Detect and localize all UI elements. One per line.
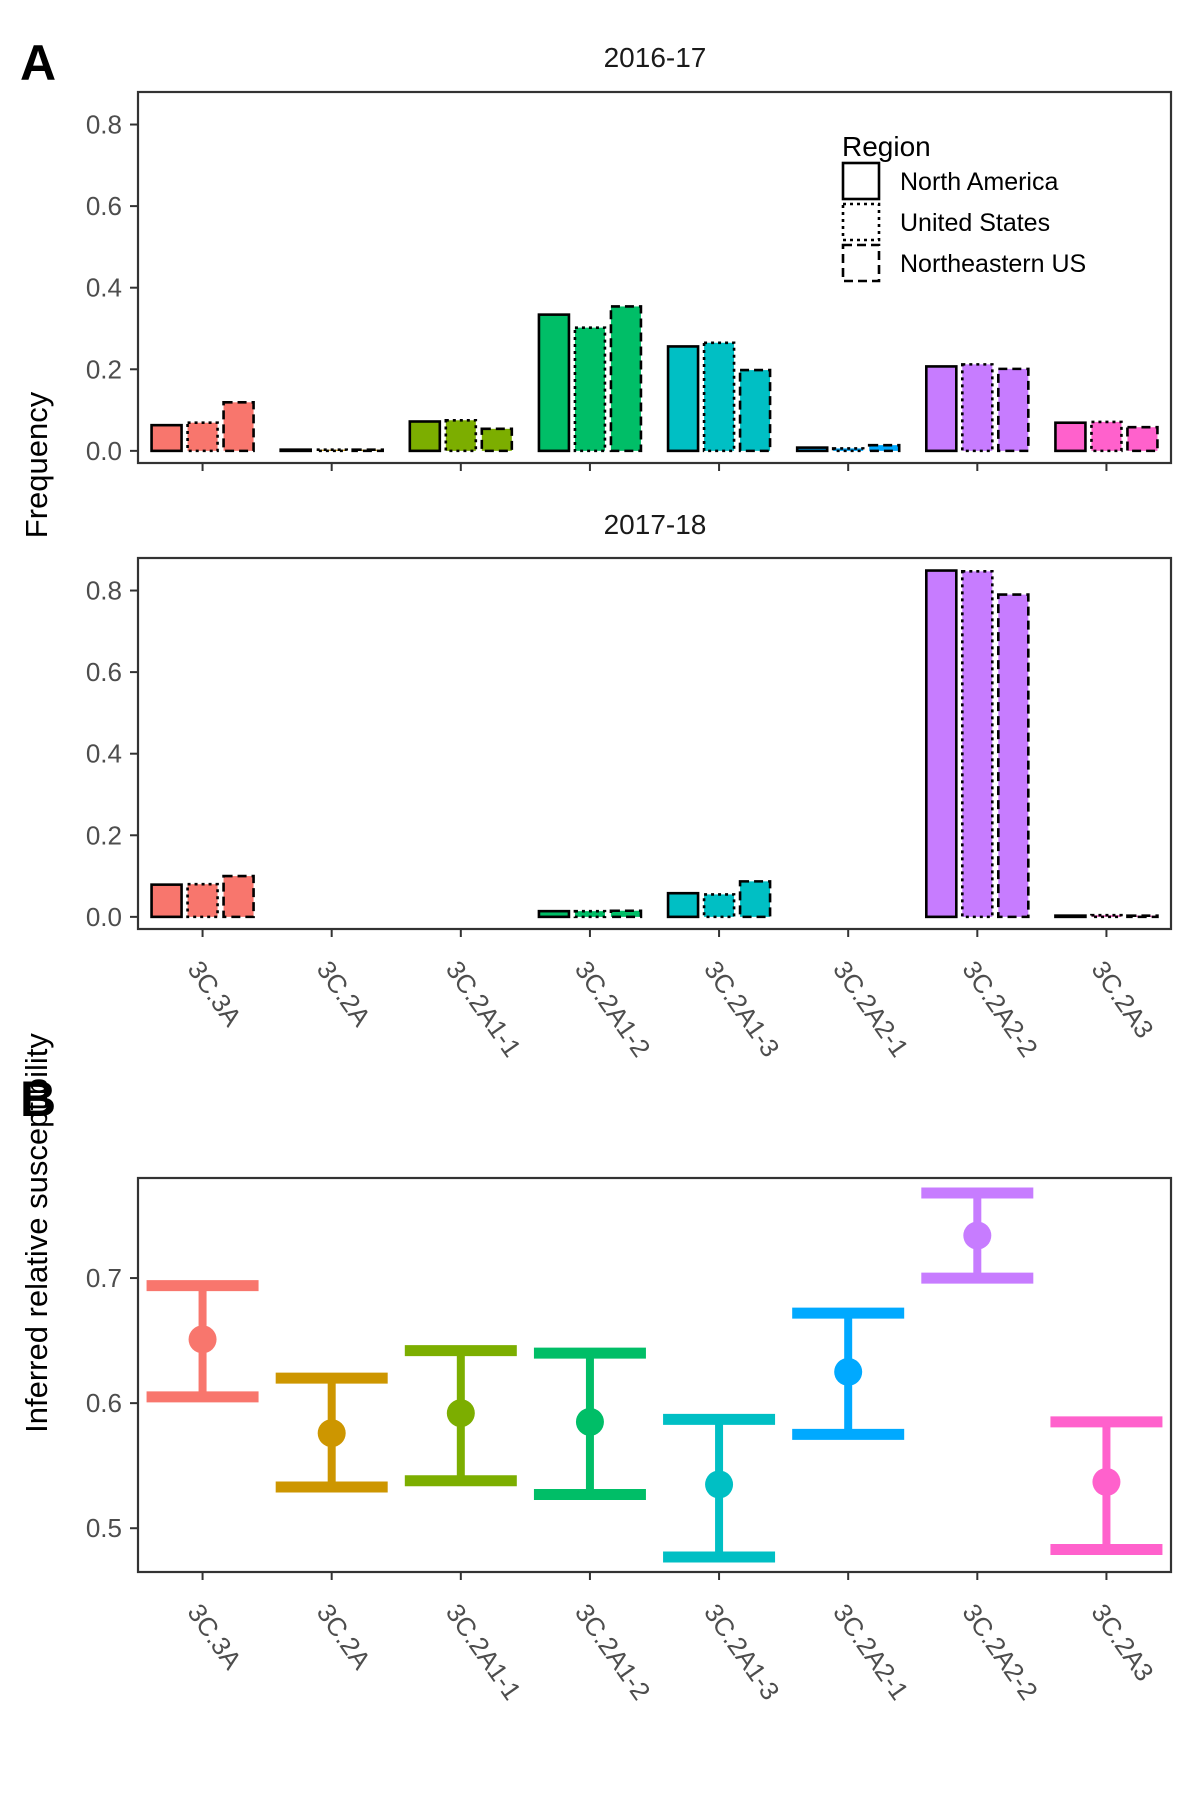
bar-3c-2a2-2-north-america <box>925 365 958 453</box>
legend-key-north-america <box>841 161 881 201</box>
susceptibility-panel-y-tick-label: 0.6 <box>86 1388 122 1418</box>
bar-3c-3a-northeastern-us <box>222 401 255 453</box>
bar-3c-2a1-1-united-states <box>444 418 478 453</box>
legend-title: Region <box>842 131 931 162</box>
legend-label-north-america: North America <box>900 168 1058 196</box>
bar-panel-2017-18-y-tick-label: 0.0 <box>86 902 122 932</box>
bar-panel-2017-18-y-tick-label: 0.4 <box>86 739 122 769</box>
point-3c-2a2-1 <box>834 1357 863 1386</box>
panel-2016-17-title: 2016-17 <box>604 42 707 73</box>
bar-3c-2a2-1-north-america <box>795 446 829 453</box>
bar-3c-2a2-1-northeastern-us <box>867 443 901 453</box>
susceptibility-panel-y-tick-label: 0.7 <box>86 1263 122 1293</box>
susceptibility-panel-x-tick-label-3c-2a1-1: 3C.2A1-1 <box>440 1598 528 1705</box>
bar-panel-2017-18: 0.0 0.2 0.4 0.6 0.8 3C.3A 3C.2A 3C.2A1-1 3C.2A1-… <box>86 556 1173 1062</box>
legend-key-northeastern-us <box>841 243 881 283</box>
susceptibility-panel-x-tick-label-3c-2a3: 3C.2A3 <box>1086 1598 1160 1686</box>
panel-b-y-axis-title: Inferred relative susceptibility <box>19 1033 54 1433</box>
bar-3c-2a2-2-northeastern-us <box>997 593 1030 919</box>
susceptibility-panel-x-tick-label-3c-2a: 3C.2A <box>311 1598 377 1675</box>
bar-3c-2a3-united-states <box>1090 913 1123 919</box>
bar-panel-2016-17-y-tick-label: 0.0 <box>86 436 122 466</box>
bar-3c-2a3-united-states <box>1090 420 1123 453</box>
bar-3c-3a-united-states <box>186 882 219 919</box>
point-3c-2a1-3 <box>705 1470 734 1499</box>
bar-3c-2a1-1-north-america <box>408 420 442 453</box>
bar-3c-2a1-3-northeastern-us <box>738 368 772 453</box>
bar-3c-2a2-2-united-states <box>961 570 994 919</box>
point-3c-2a3 <box>1092 1467 1121 1496</box>
susceptibility-panel-x-tick-label-3c-2a2-2: 3C.2A2-2 <box>956 1598 1044 1705</box>
bar-panel-2017-18-x-tick-label-3c-3a: 3C.3A <box>182 955 248 1032</box>
bar-3c-3a-north-america <box>150 423 183 453</box>
susceptibility-panel-x-tick-label-3c-2a1-2: 3C.2A1-2 <box>569 1598 657 1705</box>
bar-3c-2a-northeastern-us <box>351 448 384 453</box>
point-3c-2a <box>317 1419 346 1448</box>
bar-panel-2017-18-y-tick-label: 0.2 <box>86 820 122 850</box>
panel-label-a: A <box>20 35 56 91</box>
bar-3c-3a-northeastern-us <box>222 874 255 919</box>
bar-panel-2017-18-frame <box>136 556 1173 931</box>
bar-panel-2017-18-x-tick-label-3c-2a2-1: 3C.2A2-1 <box>827 955 915 1062</box>
bar-panel-2016-17: 0.0 0.2 0.4 0.6 0.8 <box>86 90 1173 471</box>
panel-label-b: B <box>20 1071 56 1127</box>
bar-3c-2a3-north-america <box>1054 914 1087 919</box>
bar-3c-2a1-2-united-states <box>573 326 607 453</box>
legend-label-united-states: United States <box>900 209 1050 237</box>
bar-3c-2a1-3-northeastern-us <box>738 880 772 919</box>
bar-3c-3a-united-states <box>186 421 219 453</box>
bar-3c-2a2-2-northeastern-us <box>997 367 1030 453</box>
bar-3c-2a1-3-north-america <box>666 891 700 919</box>
point-3c-2a2-2 <box>963 1221 992 1250</box>
bar-3c-2a2-2-north-america <box>925 569 958 919</box>
legend-key-united-states <box>841 202 881 242</box>
bar-3c-2a1-2-northeastern-us <box>609 909 643 919</box>
bar-panel-2017-18-x-tick-label-3c-2a: 3C.2A <box>311 955 377 1032</box>
region-legend: Region North America United States Northea… <box>841 131 1086 283</box>
point-3c-2a1-2 <box>575 1407 604 1436</box>
susceptibility-panel-x-tick-label-3c-3a: 3C.3A <box>182 1598 248 1675</box>
susceptibility-panel: 0.5 0.6 0.7 3C.3A 3C.2A 3C.2A1-1 3C.2A1-2 3C.2A… <box>86 1176 1173 1705</box>
bar-3c-2a2-1-united-states <box>831 447 865 453</box>
bar-panel-2017-18-y-tick-label: 0.6 <box>86 657 122 687</box>
bar-3c-2a1-2-north-america <box>537 313 571 453</box>
bar-3c-2a2-2-united-states <box>961 363 994 453</box>
panel-2017-18-title: 2017-18 <box>604 509 707 540</box>
point-3c-2a1-1 <box>446 1399 475 1428</box>
legend-label-northeastern-us: Northeastern US <box>900 250 1086 278</box>
bar-3c-2a3-northeastern-us <box>1126 914 1159 919</box>
bar-panel-2017-18-y-tick-label: 0.8 <box>86 576 122 606</box>
bar-panel-2016-17-y-tick-label: 0.2 <box>86 354 122 384</box>
bar-3c-2a3-north-america <box>1054 421 1087 453</box>
bar-panel-2016-17-y-tick-label: 0.4 <box>86 273 122 303</box>
bar-panel-2017-18-x-tick-label-3c-2a1-3: 3C.2A1-3 <box>698 955 786 1062</box>
bar-panel-2017-18-x-tick-label-3c-2a2-2: 3C.2A2-2 <box>956 955 1044 1062</box>
bar-panel-2017-18-x-tick-label-3c-2a3: 3C.2A3 <box>1086 955 1160 1043</box>
point-3c-3a <box>188 1325 217 1354</box>
bar-panel-2016-17-frame <box>136 90 1173 465</box>
susceptibility-panel-x-tick-label-3c-2a1-3: 3C.2A1-3 <box>698 1598 786 1705</box>
bar-3c-2a1-3-united-states <box>702 893 736 919</box>
bar-panel-2016-17-y-tick-label: 0.8 <box>86 110 122 140</box>
bar-panel-2017-18-x-tick-label-3c-2a1-2: 3C.2A1-2 <box>569 955 657 1062</box>
panel-a-y-axis-title: Frequency <box>19 391 54 538</box>
bar-3c-3a-north-america <box>150 883 183 919</box>
bar-panel-2017-18-x-tick-label-3c-2a1-1: 3C.2A1-1 <box>440 955 528 1062</box>
bar-3c-2a1-2-north-america <box>537 909 571 919</box>
bar-3c-2a3-northeastern-us <box>1126 425 1159 453</box>
bar-3c-2a1-2-northeastern-us <box>609 305 643 453</box>
bar-3c-2a1-3-north-america <box>666 345 700 453</box>
bar-3c-2a1-1-northeastern-us <box>480 427 514 453</box>
bar-panel-2016-17-y-tick-label: 0.6 <box>86 191 122 221</box>
susceptibility-panel-frame <box>136 1176 1173 1574</box>
bar-3c-2a1-3-united-states <box>702 341 736 453</box>
bar-3c-2a-united-states <box>315 448 348 453</box>
susceptibility-panel-y-tick-label: 0.5 <box>86 1513 122 1543</box>
susceptibility-panel-x-tick-label-3c-2a2-1: 3C.2A2-1 <box>827 1598 915 1705</box>
bar-3c-2a-north-america <box>279 448 312 453</box>
bar-3c-2a1-2-united-states <box>573 909 607 919</box>
